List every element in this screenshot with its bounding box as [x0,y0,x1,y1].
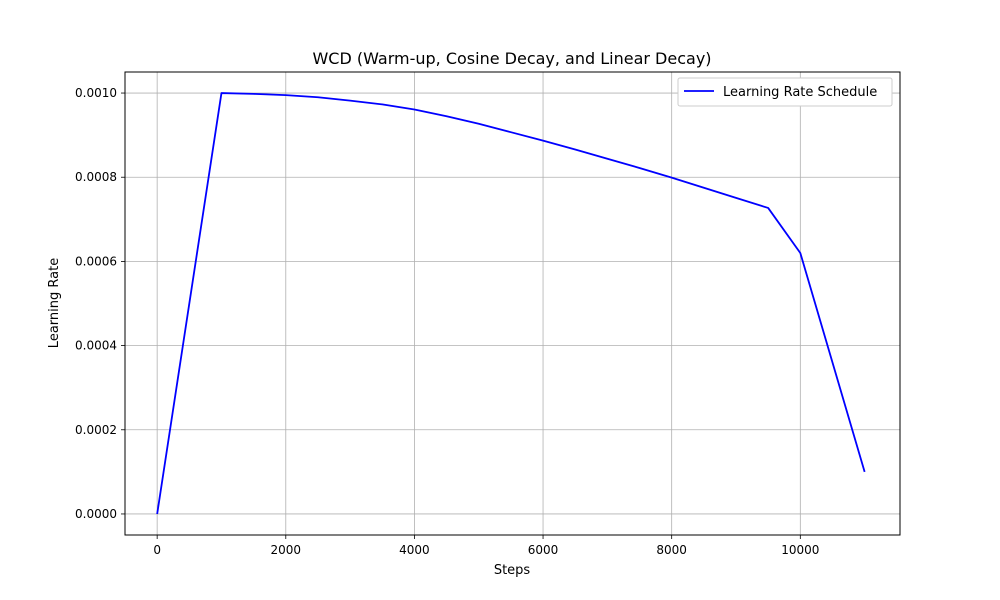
x-tick-label: 10000 [781,543,819,557]
plot-area-frame [124,71,901,536]
grid [125,72,900,535]
axis-ticks: 0 2000 4000 6000 8000 10000 0.0000 0.0002 0.0004… [75,86,819,557]
x-tick-label: 2000 [271,543,302,557]
series-line [156,92,866,515]
y-tick-label: 0.0002 [75,423,117,437]
chart-title: WCD (Warm-up, Cosine Decay, and Linear D… [312,49,711,68]
x-tick-label: 6000 [528,543,559,557]
x-tick-label: 8000 [656,543,687,557]
y-tick-label: 0.0006 [75,254,117,268]
y-tick-label: 0.0004 [75,339,117,353]
y-axis-label: Learning Rate [47,258,62,348]
legend: Learning Rate Schedule [677,77,893,107]
legend-box [677,77,893,107]
series-layer [156,92,866,515]
y-tick-label: 0.0000 [75,507,117,521]
y-tick-label: 0.0010 [75,86,117,100]
x-axis-label: Steps [494,563,531,578]
legend-label: Learning Rate Schedule [723,85,877,100]
y-tick-label: 0.0008 [75,170,117,184]
x-tick-label: 0 [153,543,161,557]
x-tick-label: 4000 [399,543,430,557]
